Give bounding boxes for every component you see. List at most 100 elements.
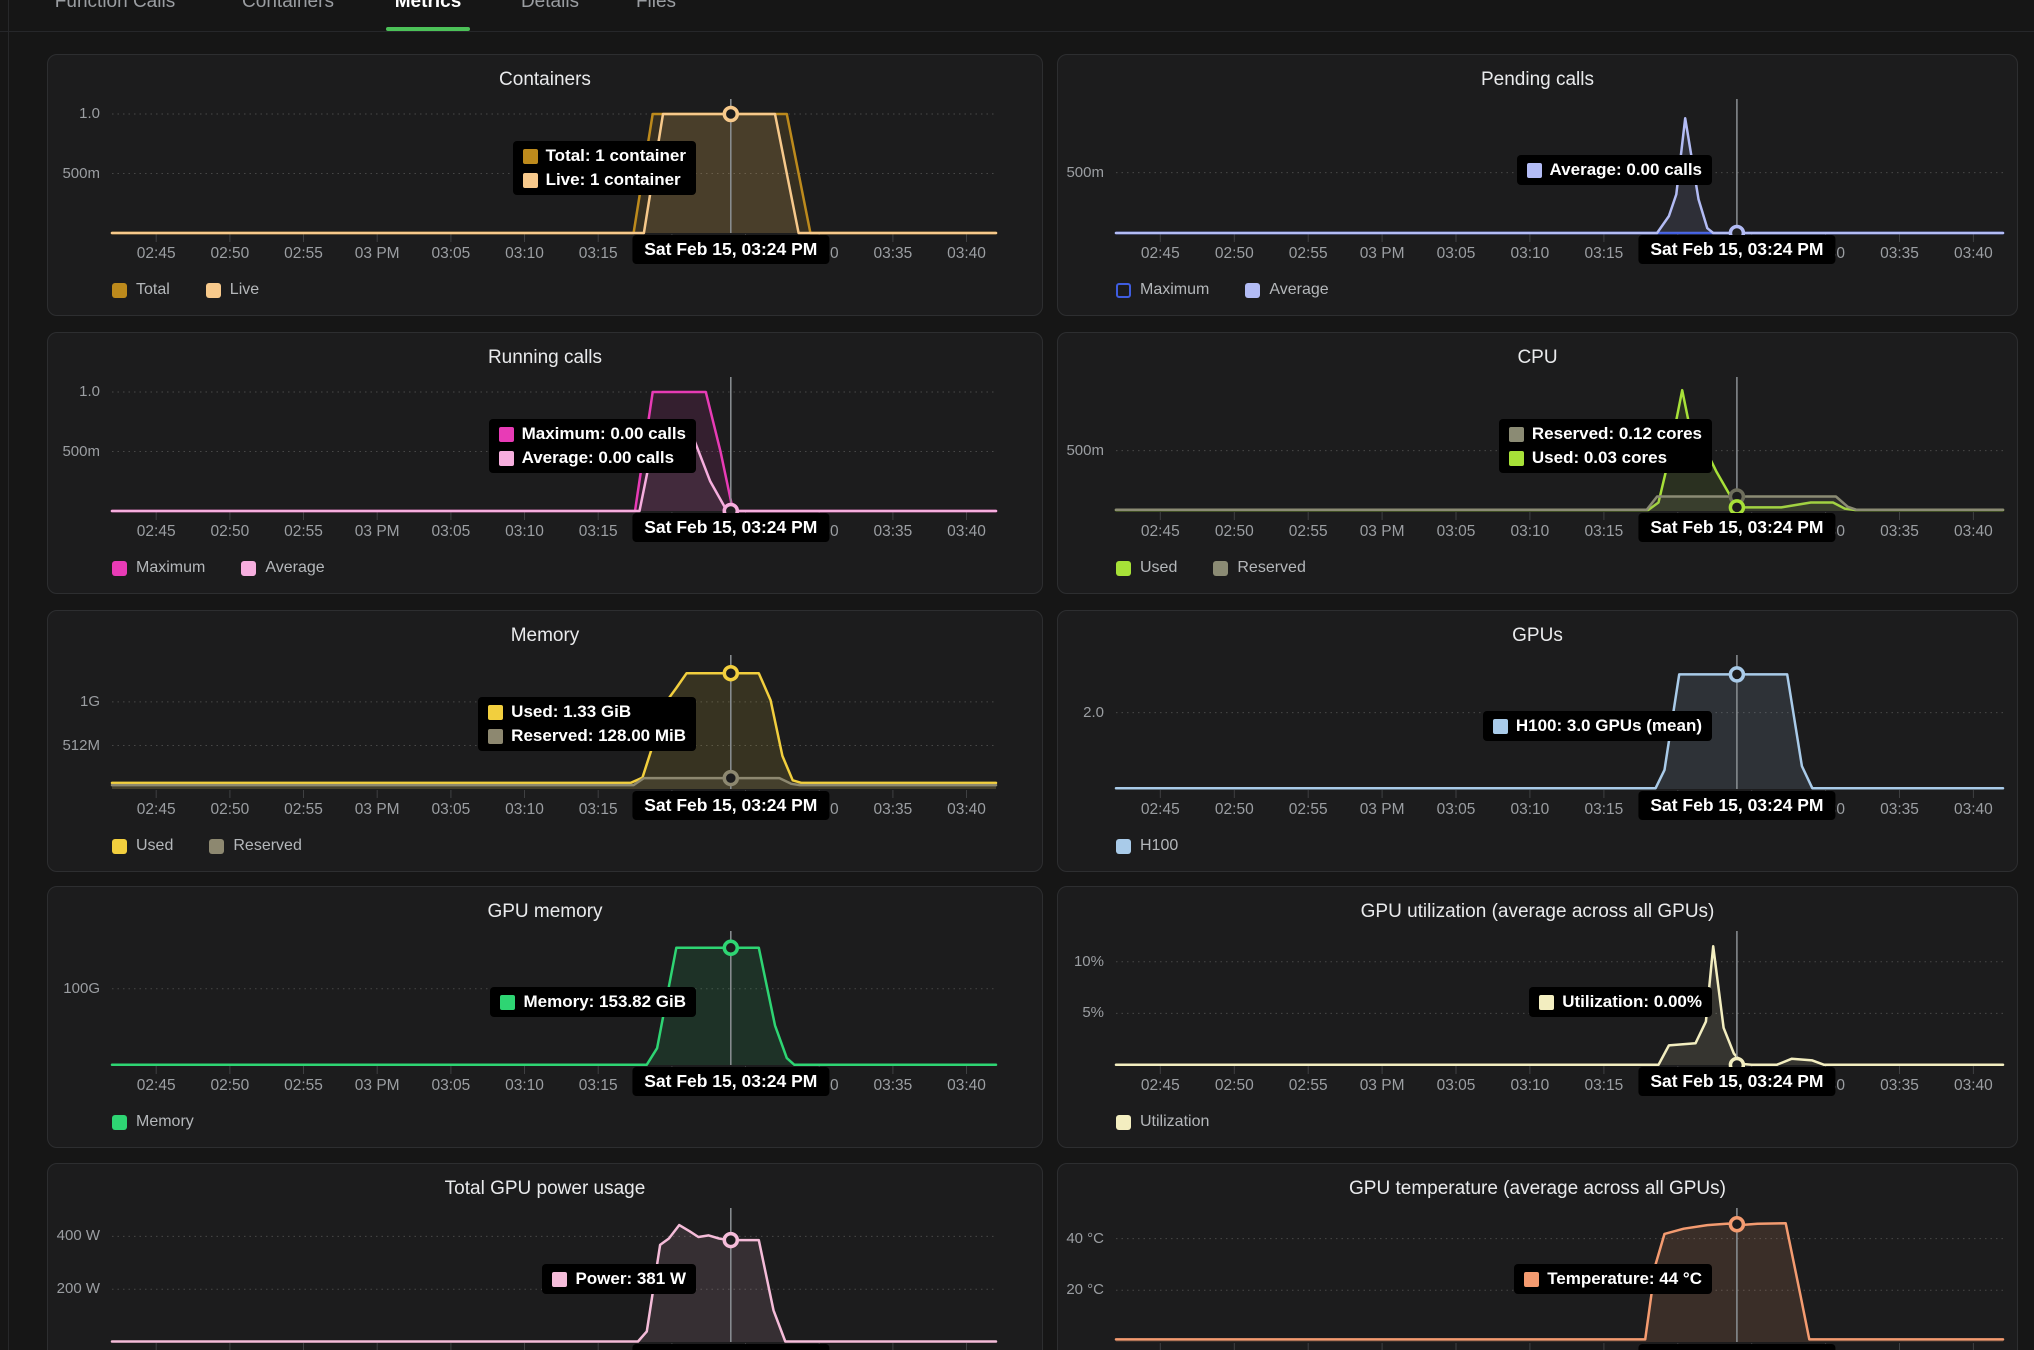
tab-details[interactable]: Details	[520, 0, 580, 12]
y-axis-label: 1G	[79, 692, 100, 710]
y-axis-label: 400 W	[56, 1227, 100, 1245]
x-axis-label: 02:45	[1140, 801, 1180, 818]
x-axis-label: 03 PM	[354, 1077, 400, 1094]
chart-title-pending-calls: Pending calls	[1480, 69, 1595, 90]
x-axis-label: 03:05	[431, 1077, 471, 1094]
x-axis-label: 03:05	[1436, 801, 1476, 818]
x-axis-label: 02:55	[1288, 245, 1328, 262]
x-axis-label: 02:50	[1214, 523, 1254, 540]
legend-item-total[interactable]: Total	[112, 281, 170, 299]
x-axis-label: 03:40	[1953, 801, 1993, 818]
x-axis-label: 03:40	[947, 1077, 986, 1094]
legend-color-chip	[112, 282, 127, 298]
legend-item-used[interactable]: Used	[1116, 559, 1177, 577]
x-axis-label: 03:15	[578, 245, 618, 262]
legend-label: Average	[265, 559, 325, 576]
x-axis-label: 02:45	[136, 523, 176, 540]
hover-date-tooltip: Sat Feb 15, 03:24 PM	[632, 513, 830, 542]
chart-legend: Memory	[112, 1113, 194, 1131]
legend-color-chip	[112, 1114, 127, 1130]
legend-color-chip	[209, 838, 225, 854]
x-axis-label: 02:45	[136, 245, 176, 262]
x-axis-label: 03:35	[1880, 1077, 1919, 1094]
tab-containers[interactable]: Containers	[242, 0, 334, 12]
legend-item-used[interactable]: Used	[112, 837, 173, 855]
chart-panel-gpu-utilization: GPU utilization (average across all GPUs…	[1057, 886, 2018, 1148]
legend-item-utilization[interactable]: Utilization	[1116, 1113, 1209, 1131]
x-axis-label: 03:10	[1510, 523, 1550, 540]
legend-item-average[interactable]: Average	[241, 559, 325, 577]
tooltip-value: Used: 0.03 cores	[1531, 448, 1668, 467]
legend-item-maximum[interactable]: Maximum	[112, 559, 205, 577]
legend-item-memory[interactable]: Memory	[112, 1113, 194, 1131]
x-axis-label: 03 PM	[1359, 245, 1405, 262]
series-line-live	[110, 112, 998, 235]
tooltip-value: Power: 381 W	[575, 1269, 686, 1288]
tooltip-value: Reserved: 0.12 cores	[1531, 424, 1702, 443]
x-axis-label: 03:10	[505, 245, 544, 262]
x-axis-label: 03:40	[947, 801, 986, 818]
x-axis-label: 03:35	[873, 523, 913, 540]
x-axis-label: 03:10	[1510, 801, 1550, 818]
series-line-memory	[110, 946, 998, 1066]
x-axis-label: 03:15	[1584, 245, 1624, 262]
tab-function-calls[interactable]: Function Calls	[54, 0, 176, 12]
x-axis-label: 02:55	[284, 801, 323, 818]
legend-item-average[interactable]: Average	[1245, 281, 1329, 299]
x-axis-label: 02:50	[1214, 1077, 1254, 1094]
hover-values-tooltip: Reserved: 0.12 cores Used: 0.03 cores	[1498, 419, 1712, 473]
tooltip-row: Power: 381 W	[552, 1269, 686, 1289]
legend-item-reserved[interactable]: Reserved	[209, 837, 302, 855]
x-axis-label: 03 PM	[1359, 801, 1405, 818]
x-axis-label: 02:50	[210, 1077, 250, 1094]
x-axis-label: 03:35	[1880, 523, 1919, 540]
tab-files[interactable]: Files	[635, 0, 677, 12]
legend-color-chip	[1213, 560, 1229, 576]
chart-legend: Used Reserved	[1116, 559, 1306, 577]
chart-title-containers: Containers	[499, 69, 591, 90]
x-axis-label: 02:55	[1288, 523, 1328, 540]
x-axis-label: 03 PM	[354, 245, 400, 262]
series-line-used	[1114, 388, 2005, 512]
y-axis-label: 500m	[1066, 441, 1104, 459]
y-axis-label: 5%	[1082, 1004, 1104, 1022]
legend-item-live[interactable]: Live	[205, 281, 259, 299]
legend-label: Utilization	[1140, 1113, 1210, 1130]
legend-item-maximum[interactable]: Maximum	[1116, 281, 1209, 299]
tooltip-value: Temperature: 44 °C	[1547, 1269, 1702, 1288]
legend-item-reserved[interactable]: Reserved	[1213, 559, 1306, 577]
x-axis-label: 03:40	[1953, 523, 1993, 540]
tooltip-value: Average: 0.00 calls	[521, 448, 675, 467]
legend-label: Total	[136, 281, 170, 298]
series-line-power	[110, 1223, 998, 1343]
chart-panel-gpu-memory: GPU memory 100G 02:45 02:50 02:55 03 PM 03:05 0…	[47, 886, 1043, 1148]
tooltip-row: Average: 0.00 calls	[1526, 160, 1702, 180]
tooltip-row: Used: 1.33 GiB	[488, 702, 686, 722]
chart-legend: Maximum Average	[112, 559, 325, 577]
chart-panel-gpu-temperature: GPU temperature (average across all GPUs…	[1057, 1163, 2018, 1350]
legend-item-h100[interactable]: H100	[1116, 837, 1178, 855]
legend-label: Used	[136, 837, 174, 854]
x-axis-label: 02:55	[284, 245, 323, 262]
chart-title-cpu: CPU	[1517, 347, 1558, 368]
legend-color-chip	[241, 560, 257, 576]
hover-date-tooltip: Sat Feb 15, 03:24 PM	[632, 1344, 830, 1350]
series-line-utilization	[1114, 945, 2005, 1067]
chart-title-gpus: GPUs	[1512, 625, 1563, 646]
hover-values-tooltip: Memory: 153.82 GiB	[490, 987, 696, 1017]
series-color-chip	[500, 994, 516, 1010]
x-axis-label: 03 PM	[354, 523, 400, 540]
series-color-chip	[1539, 994, 1555, 1010]
tab-metrics[interactable]: Metrics	[394, 0, 462, 12]
tooltip-value: Utilization: 0.00%	[1562, 992, 1702, 1011]
chart-panel-running-calls: Running calls 1.0 500m 02:45 02:50 02:55 03 PM…	[47, 332, 1043, 594]
hover-date-tooltip: Sat Feb 15, 03:24 PM	[632, 235, 830, 264]
legend-color-chip	[1245, 282, 1261, 298]
x-axis-label: 03:40	[1953, 1077, 1993, 1094]
chart-title-memory: Memory	[510, 625, 580, 646]
legend-label: Memory	[136, 1113, 194, 1130]
x-axis-label: 03:10	[1510, 1077, 1550, 1094]
chart-panel-cpu: CPU 500m 02:45 02:50 02:55 03 PM 03:05 03:10 03:…	[1057, 332, 2018, 594]
